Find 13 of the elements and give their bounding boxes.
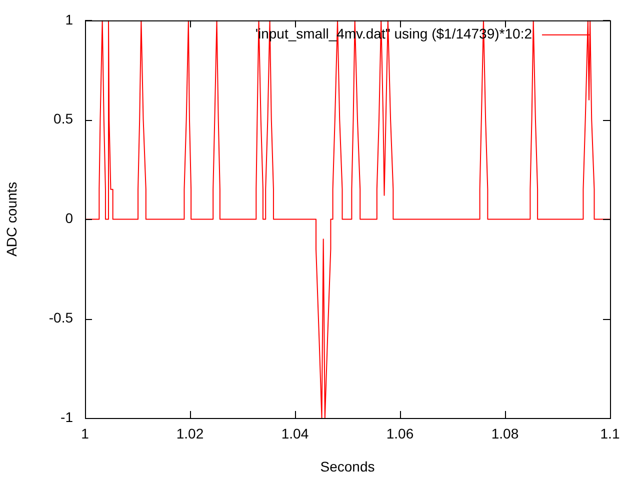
y-axis-title: ADC counts — [3, 182, 20, 257]
x-tick-label: 1.1 — [600, 425, 620, 442]
y-tick-label: 0 — [65, 210, 74, 226]
x-tick-label: 1.08 — [491, 425, 519, 442]
y-tick-label: -1 — [60, 408, 74, 425]
x-tick-label: 1.04 — [281, 425, 309, 442]
x-tick-label: 1.06 — [386, 425, 414, 442]
x-tick-label: 1 — [81, 425, 90, 442]
y-tick-label: 0.5 — [54, 110, 74, 127]
y-tick-label: -0.5 — [48, 309, 74, 326]
y-tick-label: 1 — [65, 11, 74, 28]
x-axis-title: Seconds — [320, 458, 375, 474]
x-tick-label: 1.02 — [176, 425, 204, 442]
